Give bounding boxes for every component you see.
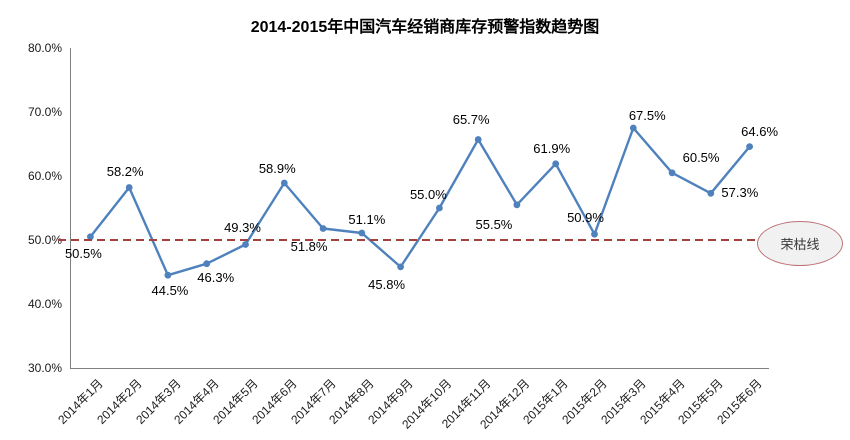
data-point-label: 64.6% bbox=[741, 123, 779, 139]
threshold-dashed-line bbox=[58, 239, 758, 241]
threshold-badge-label: 荣枯线 bbox=[780, 237, 820, 252]
plot-area bbox=[70, 48, 769, 369]
data-point-marker bbox=[474, 136, 482, 143]
data-point-label: 50.9% bbox=[567, 210, 604, 226]
data-point-marker bbox=[125, 184, 133, 191]
data-point-label: 55.5% bbox=[475, 216, 513, 232]
data-point-label: 46.3% bbox=[197, 269, 235, 285]
data-point-marker bbox=[203, 260, 211, 268]
data-point-label: 51.8% bbox=[290, 239, 328, 255]
data-point-marker bbox=[87, 233, 94, 241]
data-point-label: 58.9% bbox=[258, 161, 296, 177]
line-series bbox=[87, 124, 753, 279]
data-point-label: 50.5% bbox=[64, 245, 102, 261]
data-point-marker bbox=[707, 189, 715, 197]
data-point-marker bbox=[552, 160, 560, 168]
data-point-label: 45.8% bbox=[368, 276, 406, 292]
y-tick-label: 60.0% bbox=[27, 169, 62, 183]
data-point-marker bbox=[591, 230, 598, 238]
data-point-label: 60.5% bbox=[682, 149, 720, 165]
data-point-marker bbox=[397, 263, 404, 271]
data-point-label: 57.3% bbox=[721, 185, 759, 201]
data-point-label: 58.2% bbox=[106, 163, 144, 179]
data-point-marker bbox=[358, 229, 366, 237]
data-point-label: 51.1% bbox=[348, 211, 386, 227]
data-point-label: 49.3% bbox=[224, 220, 261, 236]
data-point-marker bbox=[668, 169, 676, 177]
data-point-marker bbox=[242, 241, 249, 248]
data-point-marker bbox=[319, 225, 327, 232]
y-tick-label: 40.0% bbox=[27, 297, 62, 311]
data-point-label: 65.7% bbox=[452, 111, 490, 127]
data-point-label: 44.5% bbox=[151, 283, 189, 299]
data-point-marker bbox=[513, 201, 521, 209]
data-point-marker bbox=[436, 204, 443, 212]
threshold-badge: 荣枯线 bbox=[757, 221, 843, 266]
data-point-label: 67.5% bbox=[628, 108, 666, 123]
data-point-label: 61.9% bbox=[533, 140, 571, 156]
data-point-marker bbox=[280, 179, 288, 187]
data-point-label: 55.0% bbox=[409, 187, 447, 202]
y-tick-label: 70.0% bbox=[27, 105, 62, 119]
data-point-marker bbox=[629, 124, 637, 132]
y-tick-label: 50.0% bbox=[27, 233, 62, 247]
data-point-marker bbox=[746, 143, 753, 150]
y-tick-label: 80.0% bbox=[27, 41, 62, 55]
chart-title: 2014-2015年中国汽车经销商库存预警指数趋势图 bbox=[250, 19, 600, 36]
data-point-marker bbox=[164, 271, 172, 279]
y-tick-label: 30.0% bbox=[27, 361, 62, 375]
